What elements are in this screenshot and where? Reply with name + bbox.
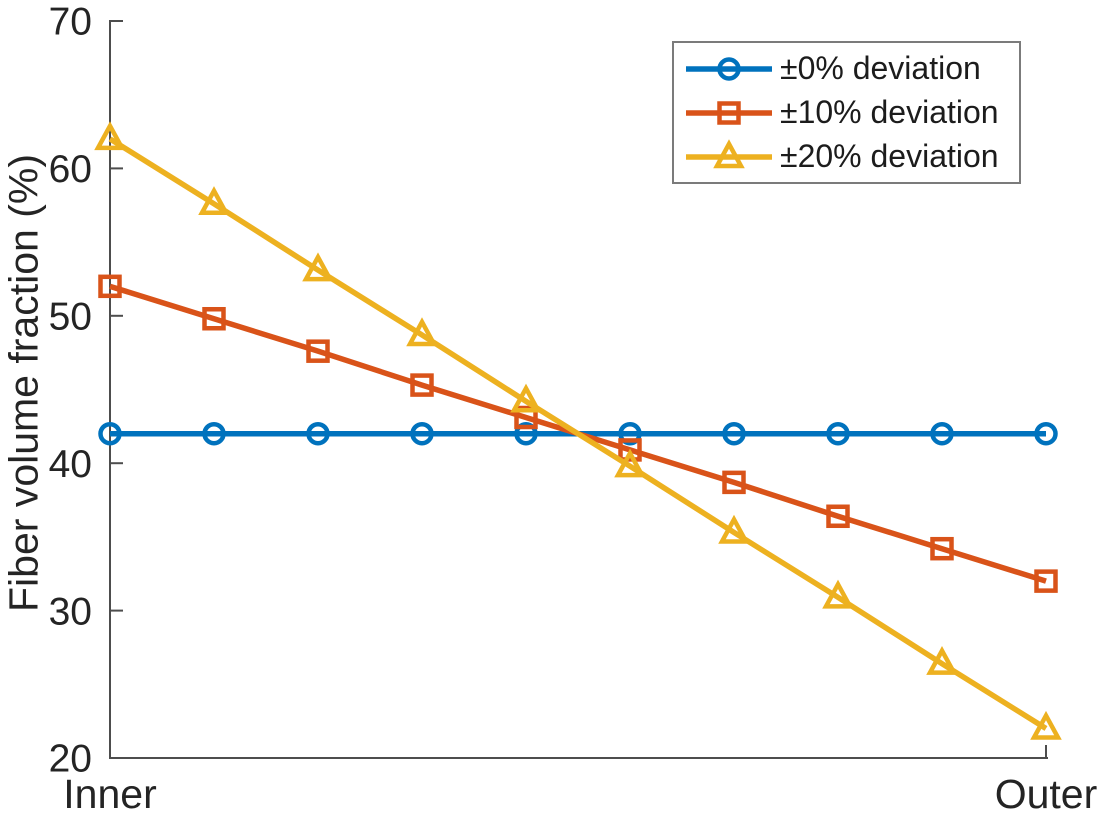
y-tick-label: 30	[49, 590, 92, 633]
circle-marker	[826, 421, 850, 446]
legend-line-triangle-icon	[686, 138, 772, 168]
square-marker	[930, 536, 954, 561]
circle-marker	[618, 421, 642, 446]
square-marker	[514, 405, 538, 430]
triangle-marker	[926, 645, 958, 675]
square-marker	[410, 373, 434, 397]
square-marker	[306, 339, 330, 363]
y-tick-label: 60	[49, 148, 92, 191]
triangle-marker	[198, 186, 230, 216]
triangle-marker	[713, 138, 745, 168]
x-tick-label: Outer	[995, 771, 1098, 817]
legend-line-circle-icon	[686, 56, 772, 81]
triangle-marker	[302, 252, 334, 282]
x-tick-label: Inner	[63, 771, 156, 817]
circle-marker	[722, 421, 746, 446]
square-marker	[717, 100, 741, 125]
legend-item: ±20% deviation	[684, 138, 1019, 175]
series-line-2	[108, 136, 1048, 731]
triangle-marker	[406, 317, 438, 347]
circle-marker	[514, 421, 538, 446]
legend-box: ±0% deviation ±10% deviation ±20% deviat…	[672, 41, 1021, 184]
square-marker	[1034, 569, 1058, 593]
circle-marker	[1034, 421, 1058, 446]
circle-marker	[930, 421, 954, 446]
triangle-marker	[822, 579, 854, 609]
legend-label: ±10% deviation	[780, 94, 999, 130]
square-marker	[618, 438, 642, 462]
legend-item: ±10% deviation	[684, 94, 1019, 131]
y-tick-label: 70	[49, 1, 92, 44]
y-tick-label: 50	[49, 295, 92, 338]
legend-item: ±0% deviation	[684, 50, 1019, 87]
square-marker	[202, 306, 226, 331]
circle-marker	[202, 421, 226, 446]
triangle-marker	[94, 121, 126, 151]
triangle-marker	[614, 448, 646, 478]
circle-marker	[306, 421, 330, 446]
circle-marker	[98, 421, 122, 446]
series-2	[94, 121, 1062, 740]
legend-label: ±20% deviation	[780, 138, 999, 174]
triangle-marker	[1030, 710, 1062, 740]
square-marker	[722, 470, 746, 495]
legend-label: ±0% deviation	[780, 50, 981, 86]
triangle-marker	[718, 514, 750, 544]
circle-marker	[410, 421, 434, 446]
y-axis-label: Fiber volume fraction (%)	[0, 154, 47, 612]
y-tick-label: 20	[49, 738, 92, 781]
y-tick-label: 40	[49, 443, 92, 486]
square-marker	[98, 274, 122, 299]
square-marker	[826, 504, 850, 529]
legend-line-square-icon	[686, 100, 772, 125]
triangle-marker	[510, 383, 542, 413]
circle-marker	[717, 56, 741, 81]
